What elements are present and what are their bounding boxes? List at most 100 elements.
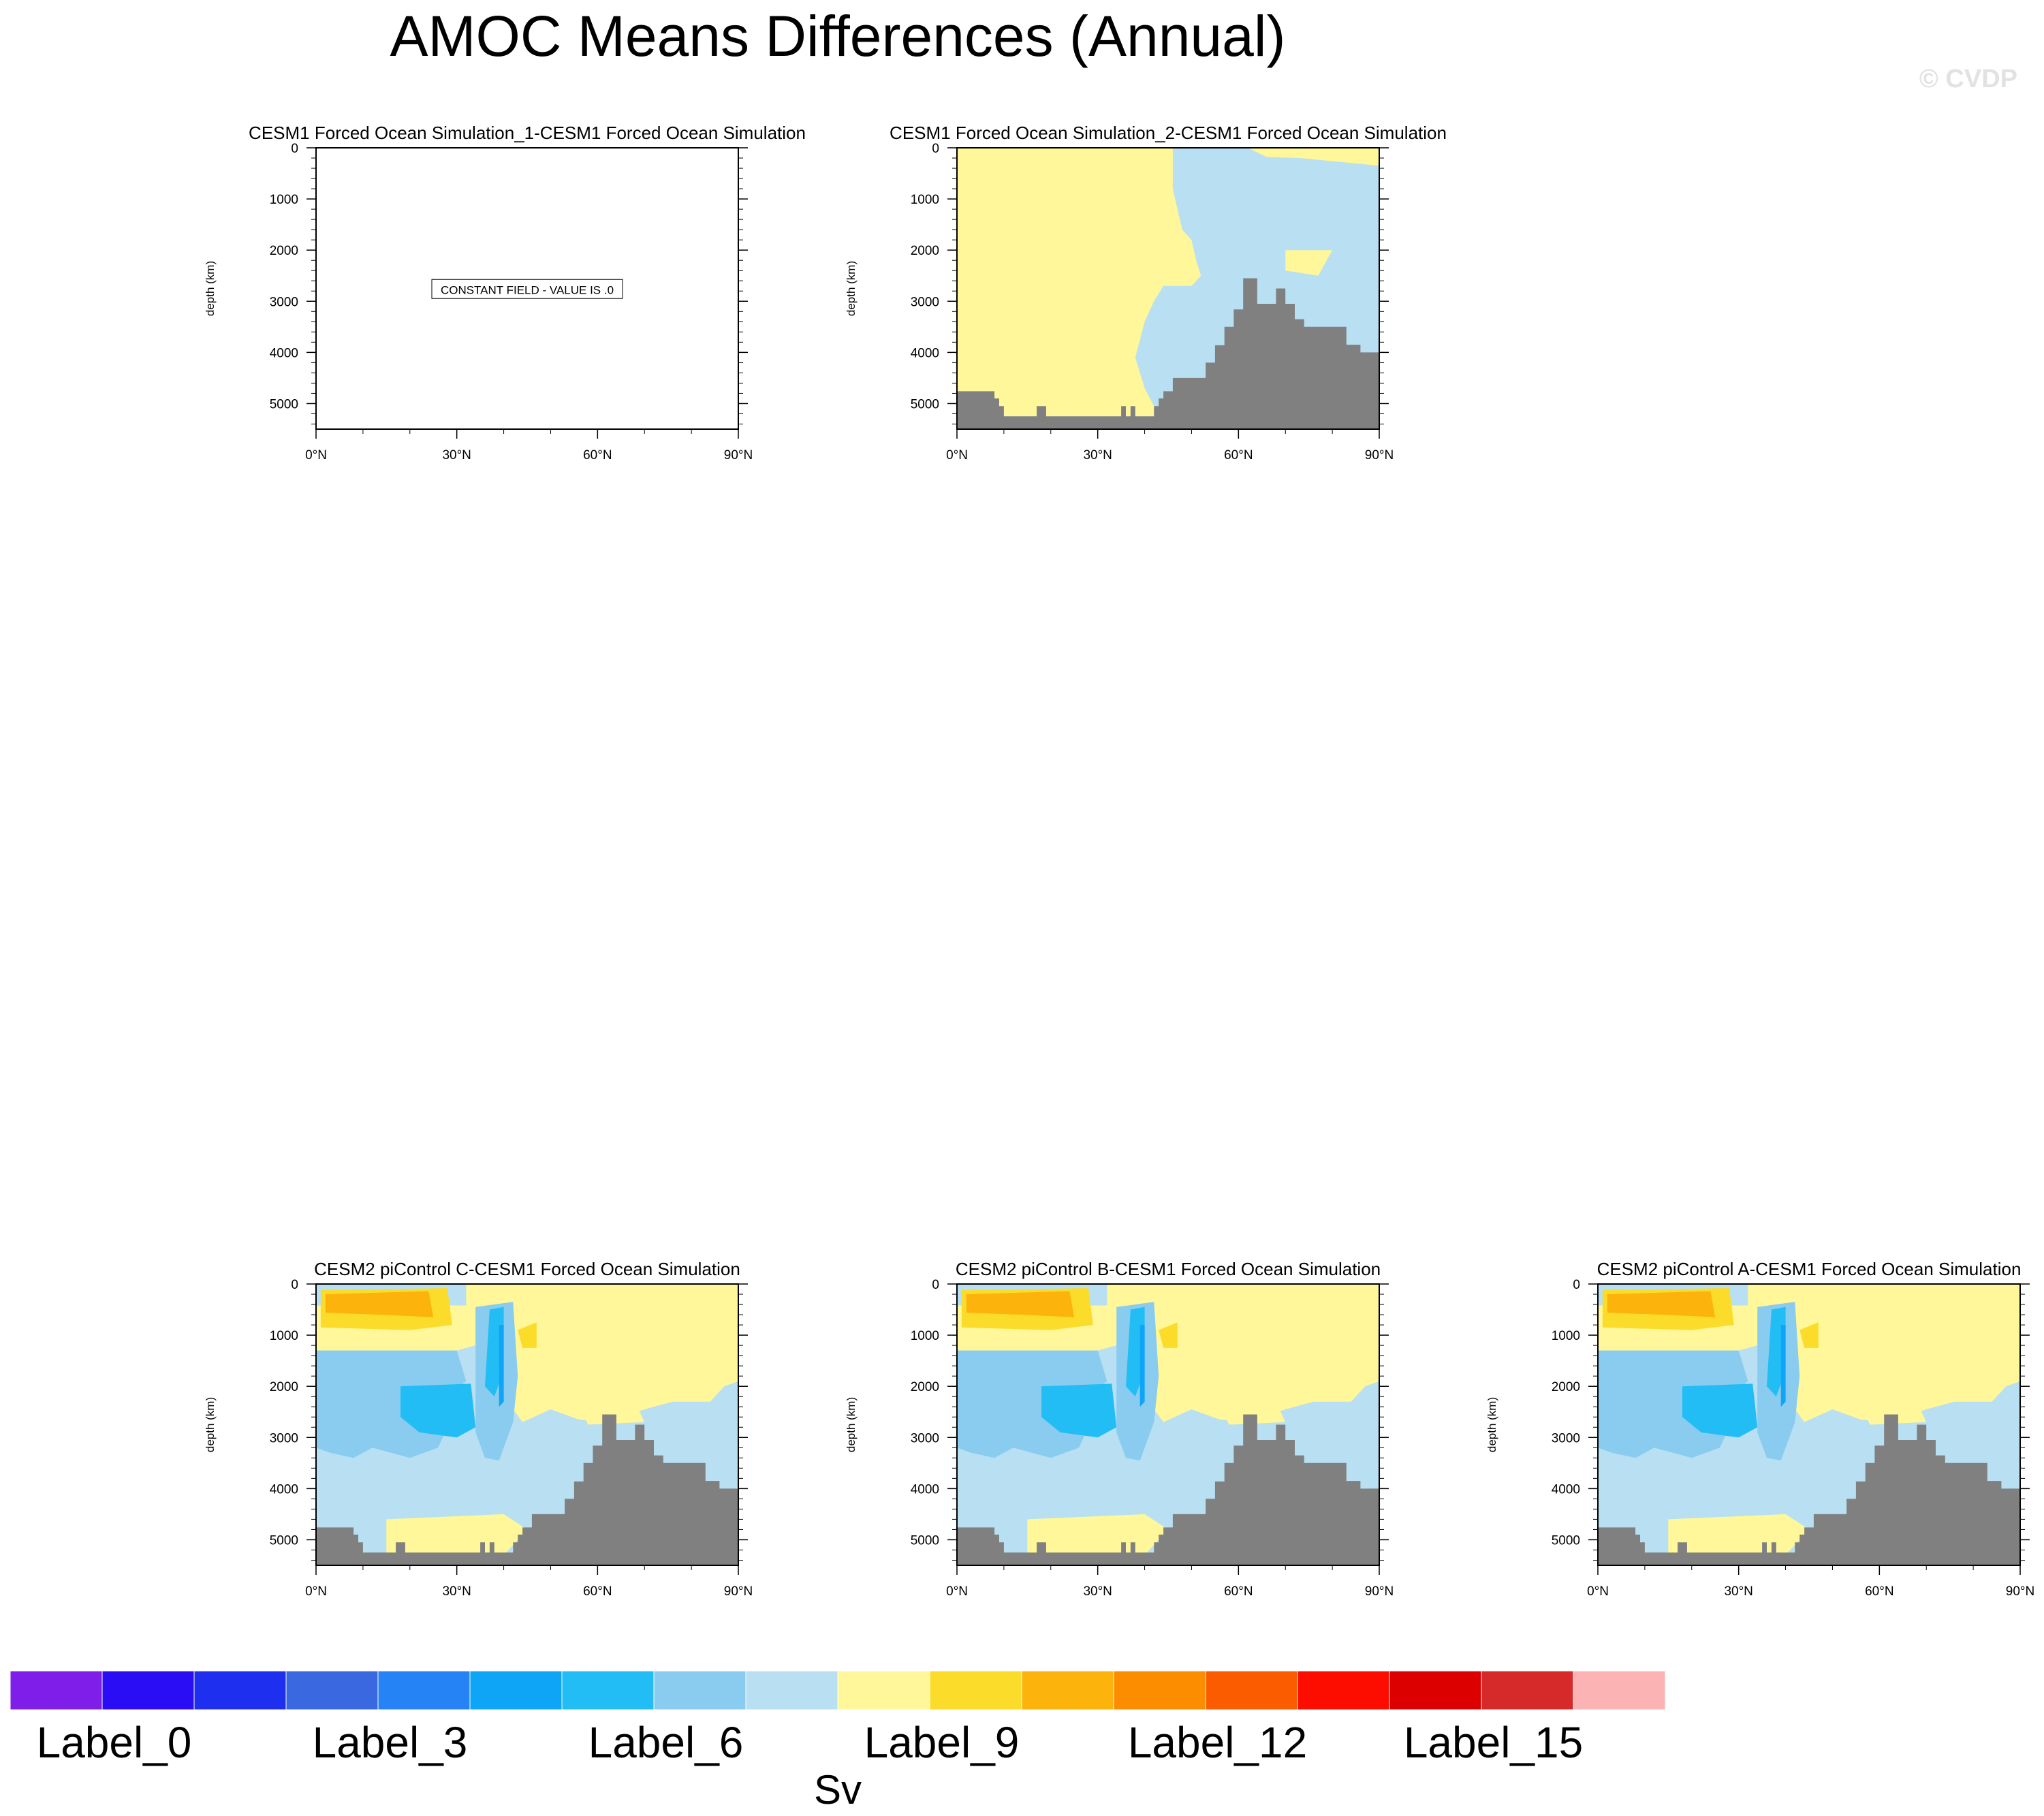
colorbar-swatch — [377, 1670, 471, 1710]
positive-region-north — [1776, 1284, 2020, 1422]
plot-frame — [315, 147, 739, 430]
positive-core-upper — [966, 1291, 1075, 1317]
y-tick-label: 4000 — [1552, 1482, 1580, 1497]
bathymetry-land — [957, 1414, 1379, 1565]
colorbar-swatch — [101, 1670, 195, 1710]
x-tick-label: 0°N — [1587, 1584, 1609, 1599]
colorbar-label: Label_9 — [864, 1718, 1020, 1767]
panel-title: CESM2 piControl C-CESM1 Forced Ocean Sim… — [314, 1259, 740, 1279]
bathymetry-land — [1598, 1414, 2020, 1565]
x-tick-label: 30°N — [1083, 448, 1112, 463]
plot-area — [1598, 1284, 2020, 1565]
y-tick-label: 3000 — [911, 295, 939, 309]
y-tick-label: 5000 — [270, 397, 298, 411]
x-tick-label: 60°N — [1224, 1584, 1253, 1599]
negative-plume-jet — [1780, 1325, 1786, 1407]
negative-core-deep — [400, 1383, 476, 1438]
y-tick-label: 4000 — [911, 1482, 939, 1497]
amoc-panel: CESM2 piControl B-CESM1 Forced Ocean Sim… — [845, 1259, 1394, 1599]
amoc-panel: CESM2 piControl C-CESM1 Forced Ocean Sim… — [204, 1259, 753, 1599]
panel-title: CESM2 piControl A-CESM1 Forced Ocean Sim… — [1597, 1259, 2022, 1279]
y-axis-label: depth (km) — [845, 261, 858, 316]
positive-blob-east — [1159, 1322, 1178, 1348]
panel-title: CESM1 Forced Ocean Simulation_1-CESM1 Fo… — [249, 123, 806, 143]
y-tick-label: 5000 — [911, 1533, 939, 1548]
figure-title: AMOC Means Differences (Annual) — [390, 4, 1286, 68]
negative-plume-jet — [499, 1325, 504, 1407]
y-axis-label: depth (km) — [204, 261, 217, 316]
positive-region-deep-north — [1860, 1401, 1927, 1425]
colorbar-label: Label_15 — [1404, 1718, 1583, 1767]
positive-region-north — [494, 1284, 738, 1422]
colorbar-swatch — [1389, 1670, 1482, 1710]
plot-frame — [956, 147, 1380, 430]
y-tick-label: 5000 — [911, 397, 939, 411]
x-tick-label: 60°N — [1224, 448, 1253, 463]
y-tick-label: 2000 — [270, 244, 298, 258]
x-tick-label: 90°N — [1365, 448, 1394, 463]
colorbar-swatch — [1573, 1670, 1666, 1710]
negative-core-deep — [1682, 1383, 1758, 1438]
constant-field-annotation: CONSTANT FIELD - VALUE IS .0 — [441, 283, 614, 296]
y-tick-label: 5000 — [270, 1533, 298, 1548]
negative-plume-core — [485, 1306, 504, 1397]
colorbar-swatch — [1113, 1670, 1206, 1710]
positive-region-main — [957, 148, 1201, 417]
y-tick-label: 3000 — [270, 295, 298, 309]
y-tick-label: 2000 — [911, 1380, 939, 1394]
plot-area — [316, 1284, 738, 1565]
positive-blob-east — [1799, 1322, 1819, 1348]
y-tick-label: 1000 — [911, 193, 939, 207]
x-tick-label: 30°N — [442, 448, 471, 463]
x-tick-label: 0°N — [305, 448, 327, 463]
y-axis-label: depth (km) — [845, 1397, 858, 1452]
colorbar-label: Label_0 — [37, 1718, 192, 1767]
y-tick-label: 2000 — [270, 1380, 298, 1394]
colorbar-swatch — [745, 1670, 838, 1710]
positive-region-north — [1135, 1284, 1379, 1422]
colorbar-swatch — [1021, 1670, 1114, 1710]
plot-frame — [956, 1283, 1380, 1566]
y-tick-label: 1000 — [1552, 1329, 1580, 1343]
y-tick-label: 3000 — [1552, 1431, 1580, 1445]
negative-core-deep — [1041, 1383, 1117, 1438]
y-tick-label: 4000 — [270, 1482, 298, 1497]
positive-region-abyss — [386, 1514, 527, 1555]
colorbar-swatch — [929, 1670, 1022, 1710]
x-tick-label: 60°N — [1865, 1584, 1893, 1599]
y-tick-label: 1000 — [270, 193, 298, 207]
x-tick-label: 90°N — [724, 1584, 753, 1599]
y-tick-label: 0 — [932, 1278, 939, 1292]
amoc-panel: CESM2 piControl A-CESM1 Forced Ocean Sim… — [1485, 1259, 2034, 1599]
plot-area — [957, 148, 1379, 429]
x-tick-label: 90°N — [1365, 1584, 1394, 1599]
x-tick-label: 30°N — [442, 1584, 471, 1599]
positive-region-deep-north — [1219, 1401, 1286, 1425]
watermark-text: © CVDP — [1919, 65, 2017, 93]
colorbar-swatch — [837, 1670, 930, 1710]
colorbar-swatch — [1481, 1670, 1574, 1710]
y-axis-label: depth (km) — [204, 1397, 217, 1452]
y-tick-label: 2000 — [1552, 1380, 1580, 1394]
colorbar-swatch — [193, 1670, 287, 1710]
positive-region-abyss — [1668, 1514, 1809, 1555]
x-tick-label: 90°N — [2006, 1584, 2034, 1599]
amoc-panel: CESM1 Forced Ocean Simulation_2-CESM1 Fo… — [845, 123, 1447, 463]
plot-frame — [1597, 1283, 2021, 1566]
y-tick-label: 3000 — [270, 1431, 298, 1445]
y-tick-label: 1000 — [911, 1329, 939, 1343]
plot-area — [957, 1284, 1379, 1565]
x-tick-label: 0°N — [946, 1584, 968, 1599]
colorbar-swatch — [10, 1670, 103, 1710]
y-tick-label: 0 — [291, 142, 298, 156]
y-axis-label: depth (km) — [1485, 1397, 1498, 1452]
colorbar-label: Label_3 — [313, 1718, 468, 1767]
colorbar-swatch — [653, 1670, 746, 1710]
plot-frame — [315, 1283, 739, 1566]
positive-region-abyss — [1027, 1514, 1168, 1555]
bathymetry-land — [316, 1414, 738, 1565]
x-tick-label: 0°N — [946, 448, 968, 463]
colorbar: Label_0 Label_3 Label_6 Label_9 Label_12 Labe… — [10, 1670, 1666, 1813]
colorbar-swatch — [1297, 1670, 1390, 1710]
